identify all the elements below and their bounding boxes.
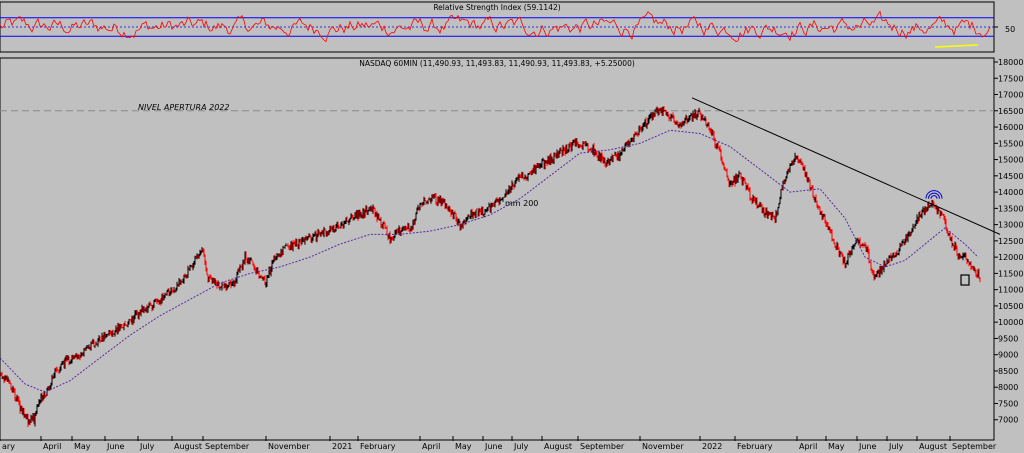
x-tick-label: February: [360, 442, 396, 451]
y-tick-label: 16500: [998, 107, 1023, 116]
reference-level-label: NIVEL APERTURA 2022: [138, 103, 229, 112]
x-tick-label: July: [888, 442, 904, 451]
y-tick-label: 14500: [998, 172, 1023, 181]
y-tick-label: 12000: [998, 253, 1023, 262]
x-tick-label: June: [484, 442, 503, 451]
y-tick-label: 18000: [998, 58, 1023, 67]
y-tick-label: 15500: [998, 139, 1023, 148]
y-tick-label: 16000: [998, 123, 1023, 132]
y-tick-label: 11500: [998, 269, 1023, 278]
x-tick-label: November: [268, 442, 310, 451]
y-tick-label: 14000: [998, 188, 1023, 197]
y-tick-label: 13500: [998, 204, 1023, 213]
rsi-title: Relative Strength Index (59.1142): [433, 3, 560, 12]
x-tick-label: May: [455, 442, 472, 451]
y-tick-label: 12500: [998, 237, 1023, 246]
ma-200-label: mm 200: [505, 199, 538, 208]
x-tick-label: September: [580, 442, 625, 451]
x-tick-label: August: [919, 442, 947, 451]
y-tick-label: 15000: [998, 156, 1023, 165]
x-tick-label: June: [858, 442, 877, 451]
box-marker: [960, 274, 970, 286]
x-tick-label: July: [513, 442, 529, 451]
resistance-arc-marker: [925, 190, 943, 199]
rsi-series-line: [0, 10, 991, 43]
x-tick-label: July: [139, 442, 155, 451]
price-panel: [0, 57, 995, 441]
x-tick-label: June: [106, 442, 125, 451]
y-tick-label: 10500: [998, 302, 1023, 311]
x-tick-label: 2022: [702, 442, 722, 451]
rsi-tick-label: 50: [1005, 25, 1015, 34]
x-tick-label: April: [422, 442, 440, 451]
y-tick-label: 13000: [998, 221, 1023, 230]
x-tick-label: May: [828, 442, 845, 451]
y-tick-label: 7500: [998, 399, 1018, 408]
x-tick-label: April: [799, 442, 817, 451]
trend-line: [691, 97, 1001, 235]
x-tick-label: September: [952, 442, 997, 451]
y-tick-label: 8500: [998, 367, 1018, 376]
y-tick-label: 17500: [998, 74, 1023, 83]
resistance-arc-marker: [930, 195, 938, 199]
x-tick-label: April: [43, 442, 61, 451]
y-tick-label: 17000: [998, 91, 1023, 100]
x-tick-label: August: [544, 442, 572, 451]
ma-200-line: [0, 129, 979, 393]
y-tick-label: 9000: [998, 351, 1018, 360]
price-title: NASDAQ 60MIN (11,490.93, 11,493.83, 11,4…: [359, 59, 635, 68]
x-tick-label: November: [642, 442, 684, 451]
x-tick-label: February: [737, 442, 773, 451]
x-tick-label: ary: [2, 442, 15, 451]
x-tick-label: May: [74, 442, 91, 451]
x-tick-label: September: [205, 442, 250, 451]
x-tick-label: 2021: [332, 442, 352, 451]
y-tick-label: 7000: [998, 416, 1018, 425]
x-tick-label: August: [174, 442, 202, 451]
y-tick-label: 8000: [998, 383, 1018, 392]
y-tick-label: 11000: [998, 286, 1023, 295]
y-tick-label: 9500: [998, 334, 1018, 343]
rsi-highlight-line: [934, 44, 979, 48]
resistance-arc-marker: [928, 192, 940, 199]
y-tick-label: 10000: [998, 318, 1023, 327]
